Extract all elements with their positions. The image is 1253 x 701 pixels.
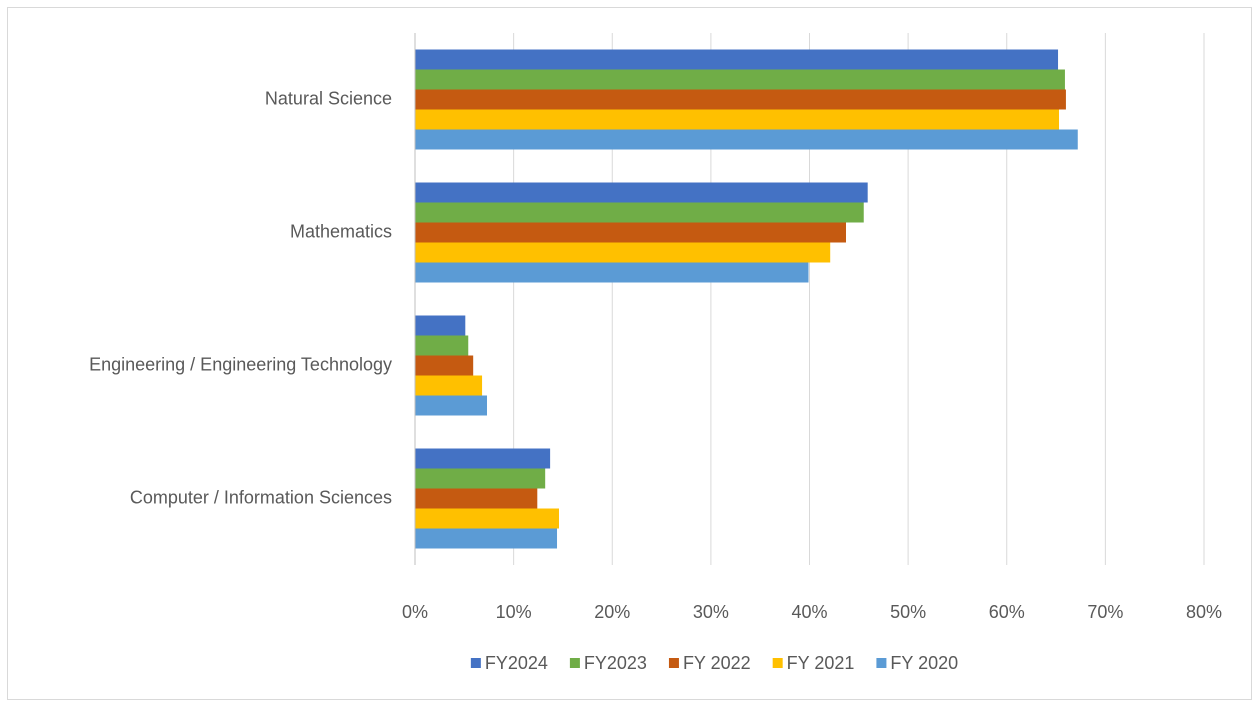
x-tick-label: 20%	[594, 602, 630, 622]
legend-label: FY 2020	[890, 653, 958, 673]
legend-swatch	[772, 658, 783, 668]
x-tick-label: 80%	[1186, 602, 1222, 622]
x-tick-label: 30%	[693, 602, 729, 622]
bar	[415, 468, 546, 489]
y-tick-label: Natural Science	[265, 88, 392, 108]
x-tick-label: 50%	[890, 602, 926, 622]
bar	[415, 109, 1060, 130]
y-tick-label: Engineering / Engineering Technology	[89, 354, 392, 374]
legend-swatch	[876, 658, 887, 668]
bar	[415, 508, 559, 529]
legend-label: FY2024	[485, 653, 548, 673]
legend-swatch	[668, 658, 679, 668]
bar	[415, 89, 1066, 110]
bar	[415, 375, 483, 396]
bar	[415, 182, 868, 203]
chart-border	[7, 7, 1252, 700]
bar	[415, 222, 846, 243]
bar	[415, 262, 809, 283]
legend-swatch	[470, 658, 481, 668]
bar	[415, 315, 466, 336]
bar	[415, 528, 558, 549]
x-tick-label: 60%	[989, 602, 1025, 622]
y-tick-label: Computer / Information Sciences	[130, 487, 392, 507]
bar	[415, 69, 1065, 90]
bar	[415, 202, 864, 223]
bar	[415, 395, 487, 416]
legend-swatch	[569, 658, 580, 668]
legend-label: FY2023	[584, 653, 647, 673]
legend-label: FY 2021	[787, 653, 855, 673]
y-tick-label: Mathematics	[290, 221, 392, 241]
bar	[415, 488, 538, 509]
bar	[415, 242, 831, 263]
x-tick-label: 0%	[402, 602, 428, 622]
legend-label: FY 2022	[683, 653, 751, 673]
x-tick-label: 70%	[1087, 602, 1123, 622]
x-tick-label: 10%	[496, 602, 532, 622]
bar	[415, 335, 469, 356]
bar	[415, 355, 474, 376]
bar	[415, 448, 551, 469]
x-tick-label: 40%	[791, 602, 827, 622]
bar	[415, 129, 1078, 150]
bar	[415, 49, 1059, 70]
